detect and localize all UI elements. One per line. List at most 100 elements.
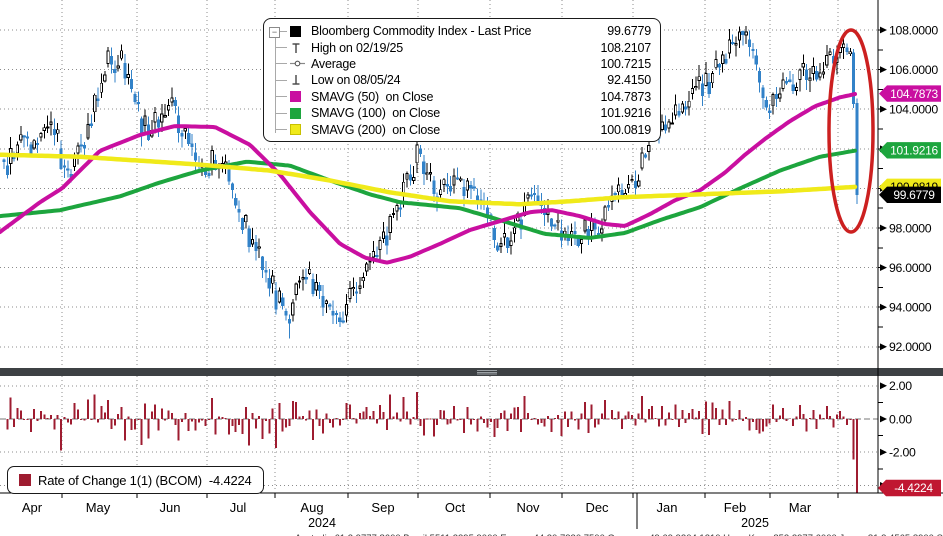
candle-body (180, 132, 184, 137)
candle-body (674, 104, 678, 116)
candle-body (845, 47, 849, 53)
legend-tree-stub (276, 47, 287, 49)
roc-bar (533, 418, 536, 420)
roc-bar (362, 411, 365, 419)
y-axis-tick-arrow-icon (880, 303, 887, 311)
candle-body (173, 99, 177, 107)
roc-bar (342, 419, 345, 420)
legend-item[interactable]: High on 02/19/25 108.2107 (276, 39, 651, 55)
candle-body (449, 186, 453, 192)
roc-bar (604, 400, 607, 419)
roc-bar (547, 415, 550, 419)
candle-body (798, 69, 802, 81)
candle-body (321, 296, 325, 308)
roc-bar (741, 419, 744, 421)
roc-bar (667, 412, 670, 419)
legend-item[interactable]: SMAVG (200) on Close 100.0819 (276, 121, 651, 137)
candle-body (281, 297, 285, 306)
legend-tree-stub (276, 96, 287, 98)
panel-divider[interactable] (0, 368, 943, 376)
roc-bar (281, 419, 284, 432)
roc-bar (291, 401, 294, 419)
roc-bar (516, 407, 519, 419)
roc-bar (110, 419, 113, 430)
roc-bar (348, 404, 351, 419)
smavg-50-line (0, 92, 857, 265)
candle-body (52, 129, 56, 136)
roc-bar (684, 419, 687, 424)
candle-body (109, 55, 114, 65)
candle-body (462, 187, 466, 196)
legend-collapse-icon[interactable]: − (269, 27, 280, 38)
roc-bar (580, 413, 583, 419)
roc-bar (426, 418, 429, 420)
candle-body (166, 104, 171, 111)
roc-bar (429, 418, 432, 420)
y-axis-tick-arrow-icon (880, 264, 887, 271)
candle-body (637, 180, 641, 187)
candle-body (398, 207, 402, 210)
roc-bar (83, 419, 86, 421)
legend-item[interactable]: SMAVG (50) on Close 104.7873 (276, 89, 651, 105)
candle-body (113, 69, 117, 73)
candle-body (499, 242, 503, 248)
legend-item-label: SMAVG (200) on Close (311, 122, 440, 137)
candle-body (640, 152, 644, 169)
roc-bar (583, 402, 586, 419)
legend-item-value: 101.9216 (600, 106, 651, 121)
price-badge-value: 99.6779 (893, 188, 935, 202)
candle-body (304, 277, 308, 280)
candle-body (801, 63, 805, 68)
candle-body (254, 242, 258, 251)
candle-body (811, 66, 815, 74)
legend-item-value: 99.6779 (607, 24, 651, 39)
candle-body (418, 148, 423, 155)
roc-bar (258, 415, 261, 419)
legend-item[interactable]: SMAVG (100) on Close 101.9216 (276, 105, 651, 121)
roc-bar (76, 409, 79, 419)
roc-bar (788, 418, 791, 420)
roc-bar (402, 396, 405, 419)
candle-body (344, 304, 349, 316)
candle-body (700, 83, 705, 96)
roc-bar (731, 419, 734, 422)
legend-item[interactable]: Bloomberg Commodity Index - Last Price 99… (276, 23, 651, 39)
candle-body (5, 165, 9, 175)
candle-body (707, 82, 711, 95)
roc-bar (540, 419, 543, 424)
candle-body (512, 227, 517, 235)
roc-bar (405, 411, 408, 419)
legend-tree-stub (276, 129, 287, 131)
roc-bar (765, 419, 768, 427)
roc-bar (123, 419, 126, 441)
legend-item[interactable]: Average 100.7215 (276, 56, 651, 72)
roc-bar (842, 416, 845, 419)
candle-body (737, 31, 742, 41)
candle-body (183, 128, 187, 132)
roc-bar (197, 419, 200, 423)
roc-bar (50, 415, 53, 419)
candle-body (553, 224, 557, 227)
roc-bar (530, 419, 533, 420)
candle-body (768, 110, 772, 114)
roc-bar (798, 405, 801, 419)
roc-bar (691, 408, 694, 419)
roc-bar (154, 404, 157, 419)
legend-item[interactable]: Low on 08/05/24 92.4150 (276, 72, 651, 88)
roc-bar-series (6, 392, 858, 493)
roc-bar (409, 419, 412, 425)
candle-body (412, 177, 416, 181)
roc-bar (33, 408, 36, 419)
candle-body (62, 165, 67, 168)
candle-body (606, 205, 611, 208)
roc-bar (157, 419, 160, 431)
roc-bar (792, 419, 795, 427)
candle-body (600, 228, 604, 234)
candle-body (93, 94, 97, 113)
roc-bar (214, 419, 217, 435)
candle-body (301, 277, 305, 280)
candle-body (422, 161, 426, 174)
candle-body (79, 144, 83, 147)
y-axis-tick-arrow-icon (880, 224, 887, 232)
